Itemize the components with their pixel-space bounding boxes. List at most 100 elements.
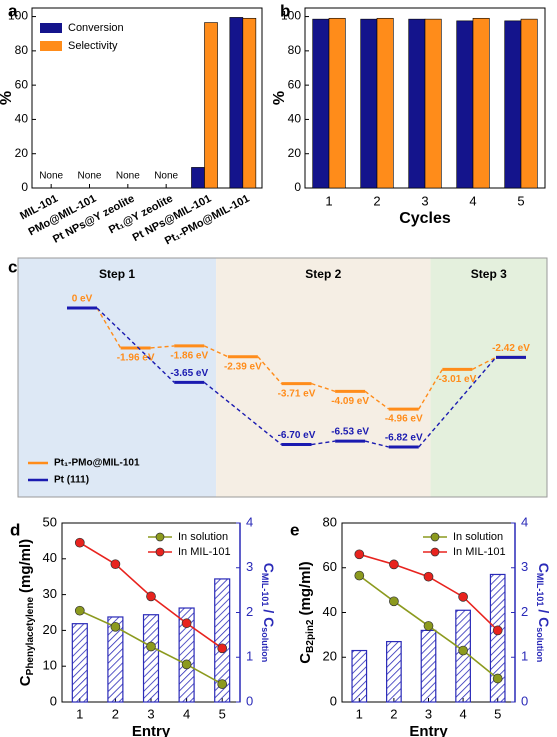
y-tick-label: 10 xyxy=(43,658,57,673)
y-tick-label: 60 xyxy=(323,559,337,574)
marker xyxy=(74,537,85,548)
step-region xyxy=(216,258,431,497)
x-tick-label: 1 xyxy=(76,706,83,721)
missing-label: None xyxy=(78,171,102,182)
x-tick-label: 2 xyxy=(112,706,119,721)
connector xyxy=(96,307,175,383)
connector xyxy=(257,356,283,385)
legend-label: Selectivity xyxy=(68,40,118,52)
marker xyxy=(181,659,192,670)
panel-letter: d xyxy=(10,520,20,539)
marker xyxy=(458,645,468,656)
bar xyxy=(489,573,506,703)
legend-label: Conversion xyxy=(68,22,124,34)
y2-axis-label-sub: MIL-101 xyxy=(260,573,270,607)
y-tick-label: 80 xyxy=(15,43,29,57)
marker xyxy=(389,596,399,607)
marker xyxy=(110,559,121,570)
bar xyxy=(520,18,538,189)
y-tick-label: 0 xyxy=(50,693,57,708)
y2-axis-label-main: C xyxy=(536,563,552,573)
panel-letter: c xyxy=(8,257,17,276)
bar xyxy=(456,20,474,189)
legend-swatch xyxy=(40,41,62,51)
bar xyxy=(142,614,160,703)
marker xyxy=(423,621,434,631)
marker xyxy=(354,570,365,581)
x-tick-label: 4 xyxy=(469,193,476,208)
connector xyxy=(311,440,336,446)
y2-tick-label: 1 xyxy=(246,649,253,664)
y-tick-label: 40 xyxy=(288,112,302,126)
step-label: Step 3 xyxy=(471,267,507,281)
connector xyxy=(418,368,443,410)
marker xyxy=(458,591,468,602)
bar xyxy=(360,18,378,189)
panel-frame xyxy=(17,257,548,498)
line xyxy=(359,553,499,631)
legend-label: In MIL-101 xyxy=(453,546,506,558)
panel-letter: e xyxy=(290,520,299,539)
bar xyxy=(107,616,124,703)
x-tick-label: 5 xyxy=(219,706,226,721)
x-tick-label: 3 xyxy=(421,193,428,208)
bar xyxy=(386,640,402,703)
y-tick-label: 80 xyxy=(288,43,302,57)
y2-tick-label: 4 xyxy=(521,514,528,529)
marker xyxy=(423,571,434,582)
x-tick-label: 4 xyxy=(183,706,190,721)
y-tick-label: 30 xyxy=(43,586,57,601)
y2-tick-label: 0 xyxy=(246,693,253,708)
marker xyxy=(110,621,121,632)
connector xyxy=(203,345,229,358)
bar xyxy=(351,649,368,703)
panel-letter: b xyxy=(280,1,290,20)
bar xyxy=(328,17,346,189)
marker xyxy=(389,559,399,570)
y-tick-label: 20 xyxy=(323,649,337,664)
energy-label: -3.65 eV xyxy=(170,368,208,379)
y2-tick-label: 3 xyxy=(246,559,253,574)
marker xyxy=(492,625,503,636)
bar xyxy=(204,22,218,189)
y-axis-label-sub: Phenylacetylene xyxy=(25,597,36,676)
marker xyxy=(217,679,228,689)
energy-label: -2.39 eV xyxy=(224,361,262,372)
y-axis-label: % xyxy=(271,91,288,105)
bar xyxy=(504,20,522,189)
y-axis-label-unit: (mg/ml) xyxy=(297,561,314,615)
y2-tick-label: 1 xyxy=(521,649,528,664)
legend-label: Pt₁-PMo@MIL-101 xyxy=(54,458,140,469)
energy-label: -1.96 eV xyxy=(117,353,155,364)
energy-label: -1.86 eV xyxy=(170,351,208,362)
x-tick-label: 3 xyxy=(425,706,432,721)
marker xyxy=(74,605,85,616)
legend-label: In solution xyxy=(178,531,228,543)
missing-label: None xyxy=(39,171,63,182)
missing-label: None xyxy=(154,171,178,182)
bar xyxy=(472,17,490,189)
x-axis-label: Entry xyxy=(132,723,171,737)
y-axis-label-main: C xyxy=(17,675,34,686)
y-tick-label: 20 xyxy=(288,146,302,160)
x-tick-label: 2 xyxy=(390,706,397,721)
step-region xyxy=(430,258,547,497)
legend-label: In solution xyxy=(453,531,503,543)
x-axis-label: Cycles xyxy=(399,210,451,227)
y-tick-label: 80 xyxy=(323,514,337,529)
y2-tick-label: 2 xyxy=(521,604,528,619)
x-tick-label: 5 xyxy=(494,706,501,721)
y2-axis-label: CMIL-101 / Csolution xyxy=(535,563,553,663)
x-tick-label: 5 xyxy=(517,193,524,208)
marker xyxy=(217,643,228,654)
bar xyxy=(455,609,471,703)
legend-marker xyxy=(155,547,165,557)
step-label: Step 1 xyxy=(99,267,135,281)
energy-label: -3.71 eV xyxy=(278,388,316,399)
bar xyxy=(376,17,394,189)
bar xyxy=(71,623,88,703)
y-axis-label: CB2pin2 (mg/ml) xyxy=(297,561,316,663)
connector xyxy=(96,307,122,349)
y-tick-label: 40 xyxy=(323,604,337,619)
